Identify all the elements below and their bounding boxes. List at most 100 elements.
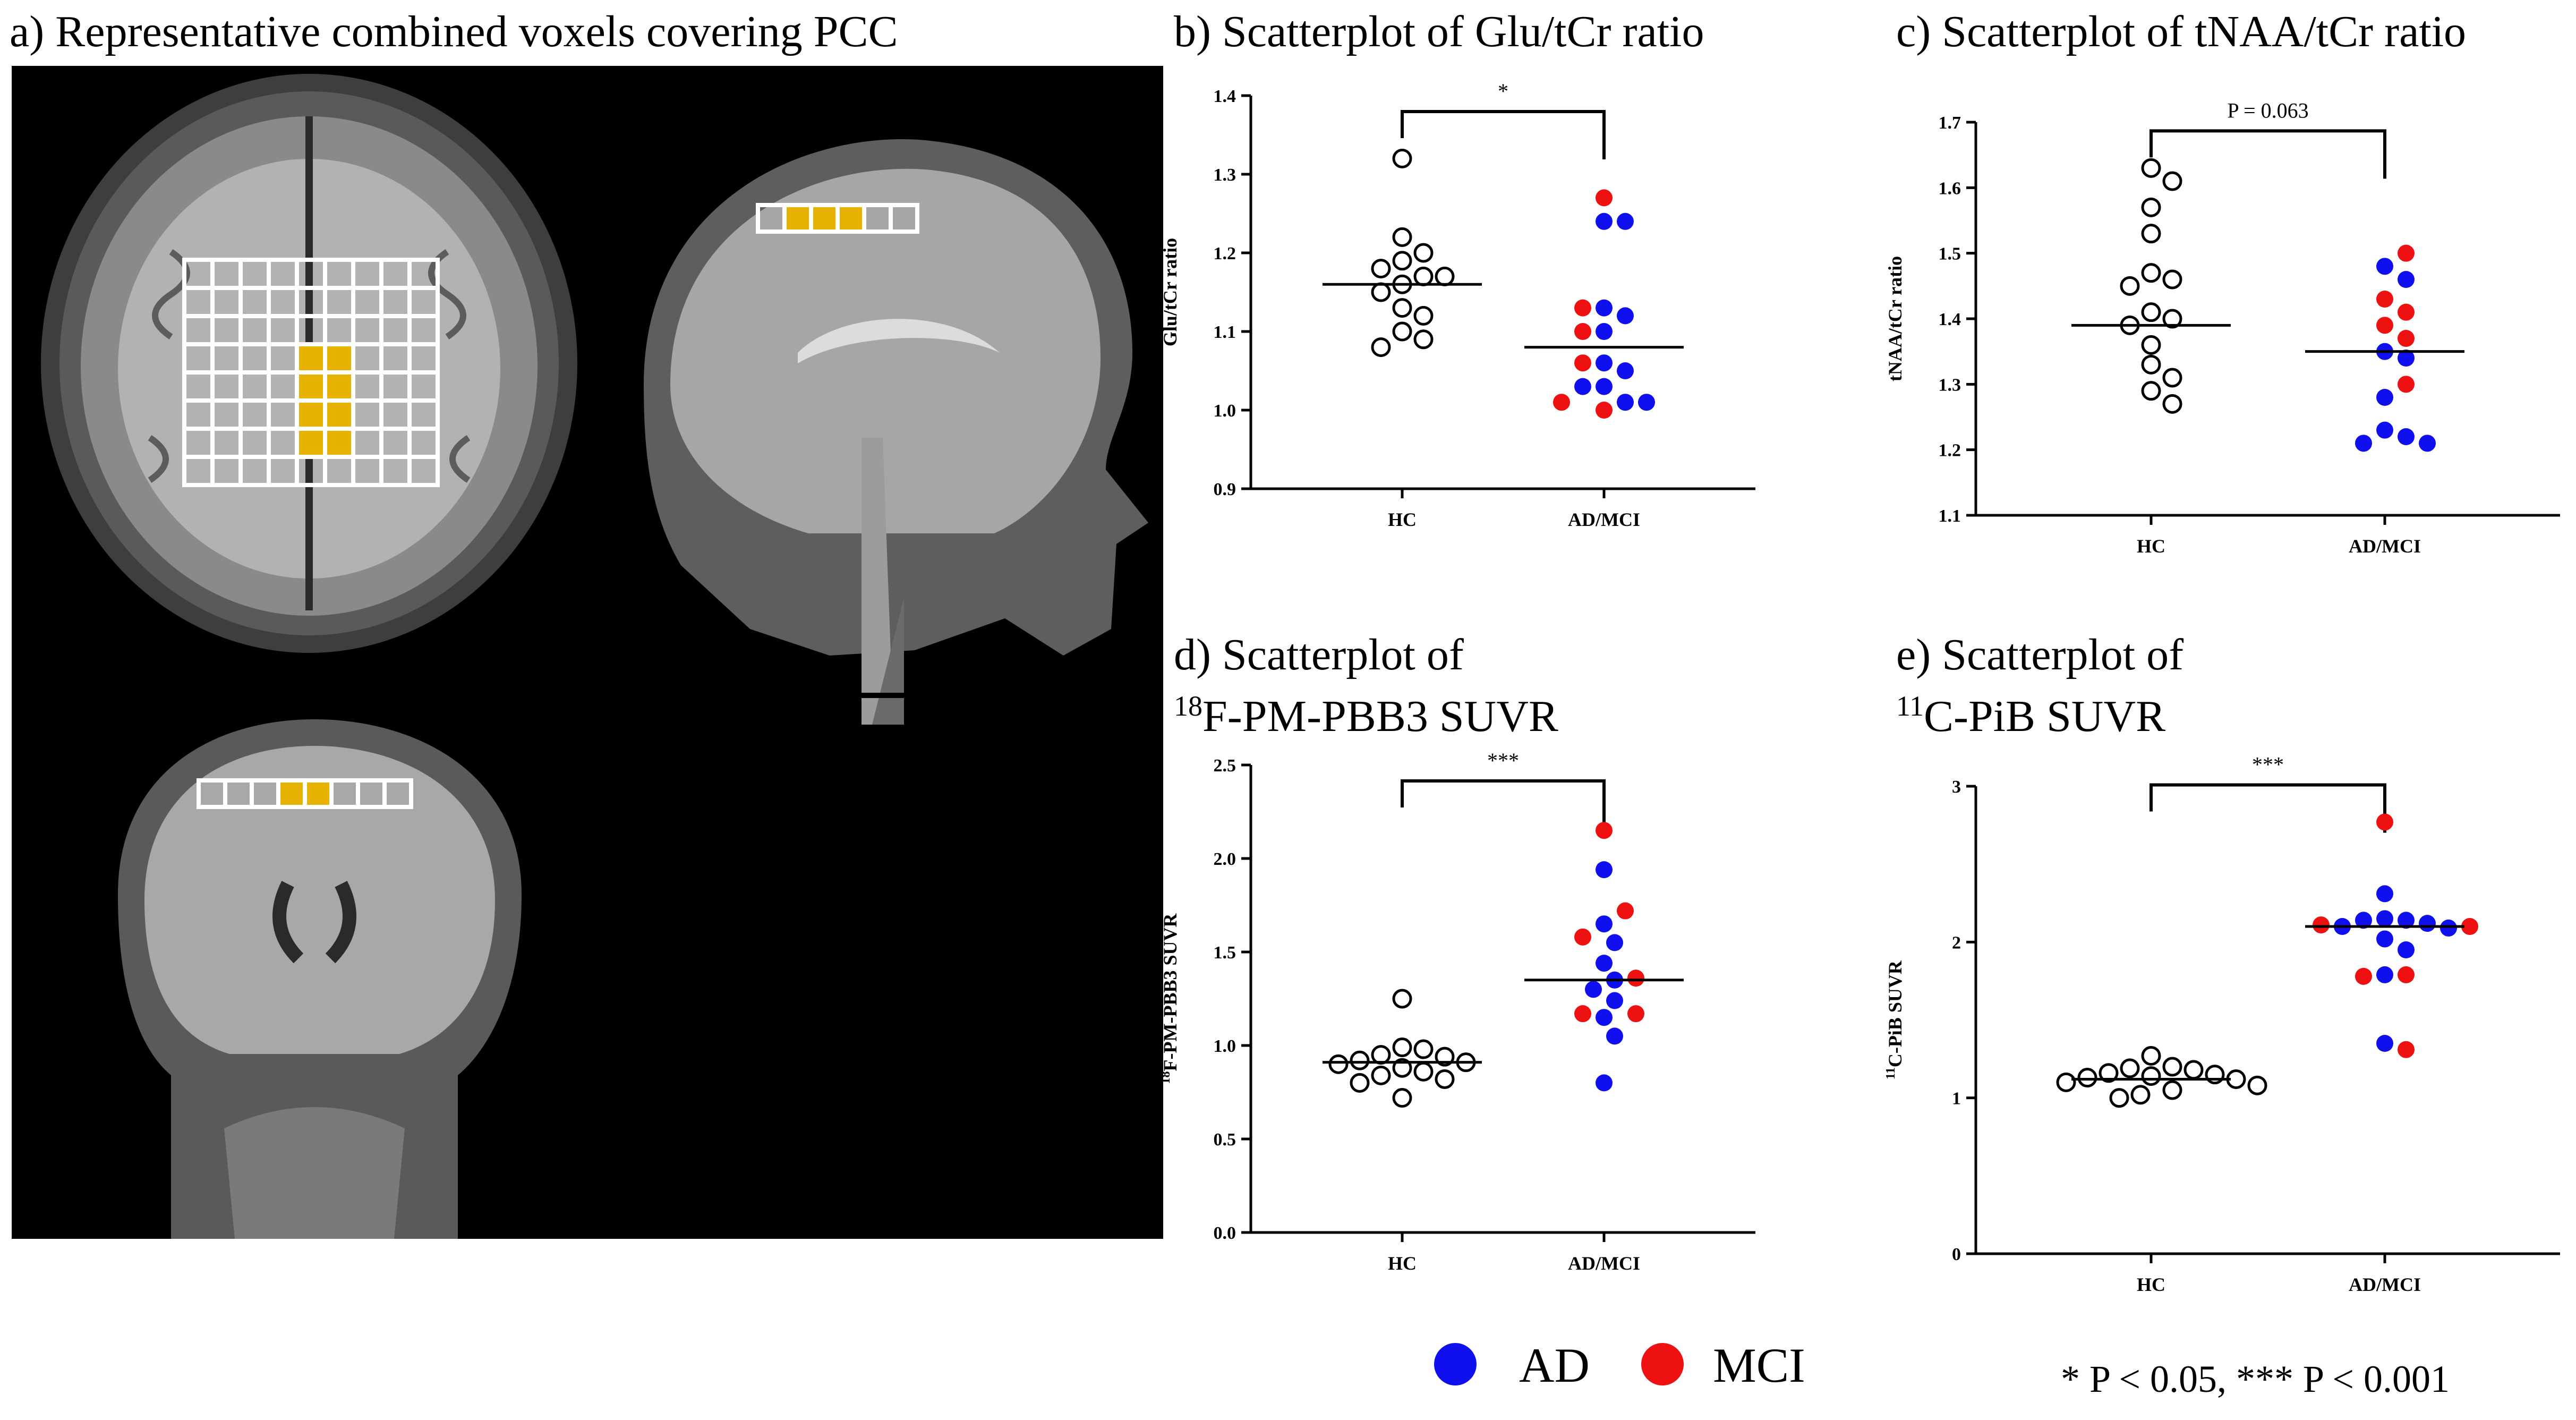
- hc-point: [2183, 1060, 2204, 1080]
- chart-e: 0 1 2 3 HC AD/MCI 11C-PiB SUVR ***: [1884, 752, 2560, 1295]
- significance-label: ***: [2252, 752, 2284, 776]
- ad-point: [2398, 350, 2415, 367]
- ad-point: [2376, 389, 2393, 406]
- hc-point: [2162, 309, 2182, 329]
- hc-point: [2162, 171, 2182, 191]
- panel-e-title-line1: e) Scatterplot of: [1896, 630, 2184, 679]
- ad-point: [2376, 421, 2393, 439]
- legend-ad-label: AD: [1519, 1338, 1590, 1392]
- coronal-view: [118, 719, 522, 1239]
- hc-point: [2141, 1066, 2161, 1086]
- voxel-cell: [407, 455, 440, 487]
- mci-point: [1574, 928, 1591, 946]
- ad-point: [2440, 919, 2457, 937]
- hc-point: [2141, 1045, 2161, 1066]
- hc-point: [1371, 337, 1391, 358]
- hc-point: [1392, 989, 1412, 1009]
- hc-point: [2120, 1058, 2140, 1078]
- panel-c-title: c) Scatterplot of tNAA/tCr ratio: [1896, 7, 2467, 56]
- ad-point: [2376, 930, 2393, 948]
- mci-point: [1574, 323, 1591, 340]
- hc-point: [2141, 335, 2161, 355]
- mci-point: [2376, 813, 2393, 831]
- ad-point: [1638, 394, 1655, 411]
- hc-point: [2056, 1072, 2076, 1092]
- significance-label: P = 0.063: [2227, 98, 2308, 122]
- ad-point: [1596, 915, 1613, 933]
- hc-point: [2162, 269, 2182, 290]
- y-tick-label: 1.1: [1939, 506, 1961, 526]
- ad-point: [1596, 1074, 1613, 1092]
- ad-point: [1596, 861, 1613, 879]
- mci-point: [2398, 330, 2415, 347]
- hc-point: [1392, 1088, 1412, 1108]
- significance-label: *: [1498, 79, 1508, 103]
- x-category-label: HC: [2137, 535, 2165, 557]
- y-axis-label-sup: 11: [1884, 1067, 1898, 1079]
- y-tick-label: 2: [1952, 933, 1961, 953]
- significance-bracket: [1401, 779, 1606, 829]
- significance-bracket: [2149, 783, 2386, 833]
- hc-point: [1371, 259, 1391, 279]
- x-category-label: HC: [1388, 1253, 1417, 1274]
- hc-point: [1392, 298, 1412, 318]
- mci-point: [1574, 299, 1591, 317]
- axial-voxel-grid: [182, 258, 440, 487]
- hc-point: [1413, 243, 1434, 263]
- x-category-label: AD/MCI: [2349, 535, 2421, 557]
- panel-d-title: d) Scatterplot of 18F-PM-PBB3 SUVR: [1174, 630, 1558, 742]
- hc-point: [1350, 1073, 1370, 1093]
- y-tick-label: 3: [1952, 777, 1961, 797]
- sagittal-view: [644, 139, 1148, 725]
- ad-point: [1606, 1027, 1623, 1045]
- y-axis-label-text: Glu/tCr ratio: [1159, 238, 1181, 346]
- significance-bracket: [1401, 110, 1606, 159]
- y-axis-label-text: F-PM-PBB3 SUVR: [1159, 913, 1181, 1072]
- hc-point: [1435, 266, 1455, 286]
- ad-point: [2419, 435, 2436, 452]
- ad-point: [1606, 934, 1623, 951]
- panel-e-title-sup: 11: [1896, 690, 1924, 722]
- y-axis-label-sup: 18: [1159, 1071, 1173, 1084]
- y-tick-label: 1.2: [1214, 244, 1236, 263]
- ad-point: [1596, 1009, 1613, 1026]
- x-category-label: AD/MCI: [1568, 1253, 1640, 1274]
- x-category-label: HC: [1388, 509, 1417, 530]
- ad-point: [2355, 912, 2372, 929]
- hc-point: [2141, 354, 2161, 375]
- mci-point: [2398, 966, 2415, 983]
- x-category-label: HC: [2137, 1274, 2165, 1295]
- hc-point: [2141, 381, 2161, 401]
- y-axis-label-text: tNAA/tCr ratio: [1884, 256, 1906, 381]
- hc-point: [1413, 329, 1434, 350]
- y-tick-label: 1: [1952, 1089, 1961, 1109]
- y-tick-label: 1.3: [1214, 165, 1236, 185]
- mci-point: [1617, 902, 1634, 920]
- hc-point: [1392, 321, 1412, 342]
- panel-d-title-text: F-PM-PBB3 SUVR: [1202, 692, 1558, 741]
- panel-e-title-line2: 11C-PiB SUVR: [1896, 681, 2183, 742]
- hc-point: [2099, 1063, 2119, 1083]
- ad-point: [2376, 258, 2393, 275]
- coronal-voxel-grid: [197, 778, 413, 809]
- hc-point: [1413, 1039, 1434, 1059]
- ad-point: [1596, 323, 1613, 340]
- panel-d-title-sup: 18: [1174, 690, 1202, 722]
- ad-point: [1617, 394, 1634, 411]
- hc-point: [1413, 1061, 1434, 1082]
- hc-point: [1435, 1069, 1455, 1089]
- y-tick-label: 0.0: [1214, 1223, 1236, 1243]
- ad-point: [1585, 981, 1602, 998]
- mci-point: [1596, 402, 1613, 419]
- mci-point: [1553, 394, 1570, 411]
- legend-mci-marker: [1641, 1343, 1684, 1385]
- sagittal-voxel-grid: [756, 203, 919, 234]
- mri-panel: [12, 66, 1163, 1239]
- significance-bracket: [2149, 129, 2386, 179]
- hc-point: [1350, 1050, 1370, 1070]
- hc-point: [2162, 394, 2182, 414]
- hc-point: [2077, 1068, 2097, 1088]
- ad-point: [2398, 912, 2415, 929]
- hc-point: [2130, 1085, 2151, 1105]
- hc-point: [2162, 1057, 2182, 1077]
